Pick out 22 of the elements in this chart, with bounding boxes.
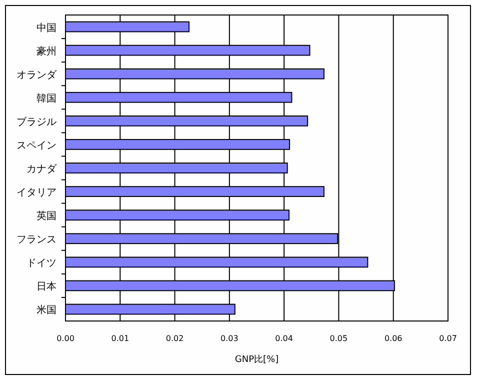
x-tick-label: 0.01 bbox=[111, 334, 130, 343]
x-axis-title: GNP比[%] bbox=[234, 354, 279, 365]
y-tick-label: フランス bbox=[16, 234, 56, 246]
y-tick-label: オランダ bbox=[16, 68, 58, 81]
y-tick-label: 英国 bbox=[36, 210, 56, 222]
y-tick-label: 豪州 bbox=[36, 45, 56, 58]
x-tick-label: 0.05 bbox=[330, 334, 348, 343]
x-tick-label: 0.02 bbox=[166, 334, 184, 343]
y-tick-label: 韓国 bbox=[36, 92, 56, 104]
x-tick-label: 0.00 bbox=[56, 334, 74, 343]
x-tick-label: 0.03 bbox=[220, 334, 238, 343]
y-tick-label: 米国 bbox=[36, 304, 56, 316]
y-tick-label: 日本 bbox=[36, 280, 56, 293]
y-tick-label: カナダ bbox=[26, 163, 58, 175]
x-tick-label: 0.04 bbox=[275, 334, 293, 343]
y-tick-label: イタリア bbox=[16, 188, 56, 199]
y-tick-label: スペイン bbox=[16, 140, 56, 152]
y-tick-label: ドイツ bbox=[26, 258, 56, 270]
y-tick-label: 中国 bbox=[36, 22, 56, 34]
x-tick-label: 0.06 bbox=[384, 334, 402, 343]
x-tick-label: 0.07 bbox=[439, 334, 457, 343]
y-tick-label: ブラジル bbox=[16, 116, 56, 128]
